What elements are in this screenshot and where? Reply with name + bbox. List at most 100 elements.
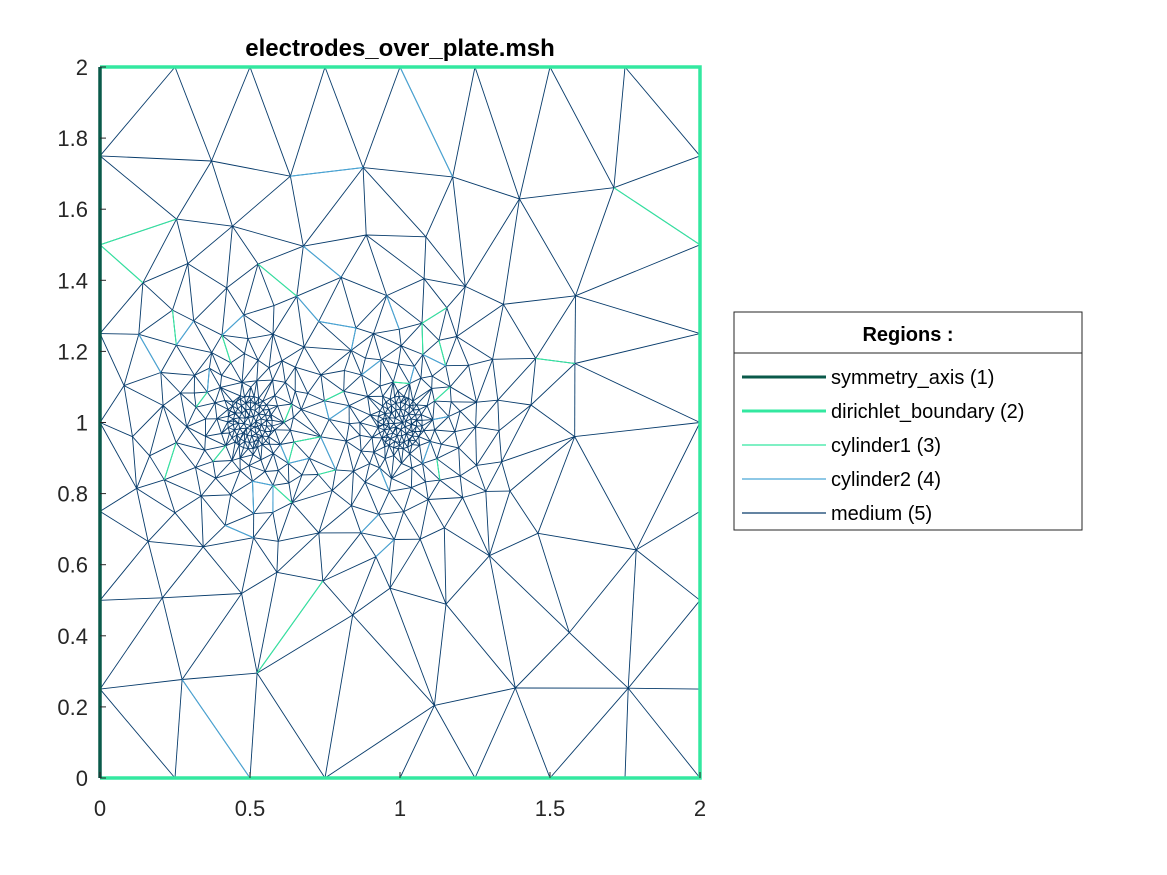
mesh-edge — [537, 436, 576, 534]
mesh-edge — [175, 426, 188, 443]
mesh-edge — [262, 404, 267, 411]
mesh-edge — [375, 556, 391, 589]
mesh-edge — [194, 391, 208, 394]
mesh-edge — [227, 424, 234, 428]
mesh-edge — [379, 381, 394, 387]
mesh-edge — [136, 479, 165, 489]
mesh-edge — [200, 477, 217, 497]
mesh-edge — [149, 405, 164, 456]
mesh-edge — [250, 408, 256, 411]
mesh-edge — [256, 433, 263, 437]
mesh-edge — [187, 263, 195, 321]
mesh-edge — [303, 321, 320, 348]
mesh-edge — [289, 417, 294, 431]
mesh-edge — [476, 465, 487, 492]
mesh-edge — [344, 370, 362, 376]
mesh-edge — [409, 377, 422, 385]
mesh-edge — [575, 244, 701, 297]
mesh-edge — [136, 455, 151, 489]
mesh-edge — [497, 399, 532, 406]
mesh-edge — [268, 429, 276, 437]
mesh-edge — [123, 372, 161, 387]
mesh-edge — [214, 399, 225, 404]
region-edge — [324, 390, 344, 402]
mesh-edge — [233, 413, 236, 420]
mesh-edge — [340, 277, 357, 329]
mesh-edge — [468, 358, 493, 366]
mesh-edge — [404, 398, 410, 404]
mesh-edge — [253, 396, 256, 404]
mesh-edge — [497, 400, 500, 431]
mesh-edge — [396, 427, 401, 430]
mesh-edge — [402, 416, 405, 423]
mesh-edge — [394, 390, 399, 398]
mesh-edge — [421, 419, 434, 427]
mesh-edge — [398, 396, 402, 403]
mesh-edge — [142, 218, 177, 284]
mesh-edge — [410, 418, 417, 421]
mesh-edge — [407, 439, 411, 448]
mesh-edge — [392, 427, 397, 434]
mesh-edge — [234, 413, 240, 419]
mesh-edge — [244, 440, 250, 443]
mesh-edge — [258, 397, 264, 402]
mesh-edge — [627, 600, 701, 689]
mesh-edge — [241, 537, 254, 594]
mesh-edge — [423, 236, 427, 279]
mesh-edge — [423, 429, 435, 432]
mesh-edge — [289, 176, 304, 247]
mesh-edge — [459, 401, 477, 412]
mesh-edge — [445, 365, 451, 387]
mesh-edge — [465, 285, 504, 305]
mesh-edge — [395, 402, 401, 410]
mesh-edge — [216, 409, 229, 420]
mesh-edge — [377, 416, 379, 422]
mesh-edge — [256, 360, 259, 381]
mesh-edge — [243, 263, 259, 316]
mesh-edge — [401, 435, 405, 442]
mesh-edge — [476, 399, 498, 403]
mesh-edge — [272, 360, 283, 381]
mesh-edge — [369, 451, 375, 464]
mesh-edge — [176, 344, 212, 354]
mesh-edge — [219, 387, 226, 401]
mesh-edge — [253, 410, 256, 417]
mesh-edge — [232, 175, 291, 227]
mesh-edge — [99, 511, 149, 542]
mesh-edge — [162, 546, 204, 599]
mesh-edge — [384, 413, 390, 419]
mesh-edge — [421, 278, 425, 324]
mesh-edge — [362, 167, 427, 238]
mesh-edge — [205, 435, 226, 447]
mesh-edge — [235, 398, 241, 403]
mesh-edge — [331, 469, 337, 491]
mesh-edge — [501, 436, 575, 463]
mesh-edge — [395, 409, 400, 416]
mesh-edge — [377, 418, 384, 423]
region-edge — [206, 368, 210, 393]
mesh-edge — [413, 409, 420, 411]
mesh-edge — [205, 433, 222, 437]
mesh-edge — [397, 448, 402, 464]
mesh-edge — [254, 421, 257, 427]
mesh-edge — [195, 461, 214, 468]
mesh-edge — [239, 417, 246, 419]
mesh-edge — [252, 454, 262, 461]
mesh-edge — [348, 405, 371, 416]
mesh-edge — [409, 439, 416, 442]
mesh-edge — [415, 436, 420, 442]
mesh-edge — [392, 432, 398, 436]
mesh-edge — [408, 413, 416, 416]
mesh-edge — [277, 502, 293, 542]
mesh-edge — [99, 385, 125, 423]
mesh-edge — [419, 499, 429, 540]
mesh-edge — [401, 462, 413, 469]
x-tick-label: 1 — [394, 796, 406, 821]
mesh-edge — [300, 393, 309, 410]
mesh-edge — [231, 437, 236, 443]
legend-entry-label: symmetry_axis (1) — [831, 367, 994, 389]
mesh-edge — [230, 353, 245, 364]
mesh-edge — [228, 427, 235, 431]
mesh-edge — [382, 405, 386, 414]
mesh-edge — [398, 329, 402, 346]
